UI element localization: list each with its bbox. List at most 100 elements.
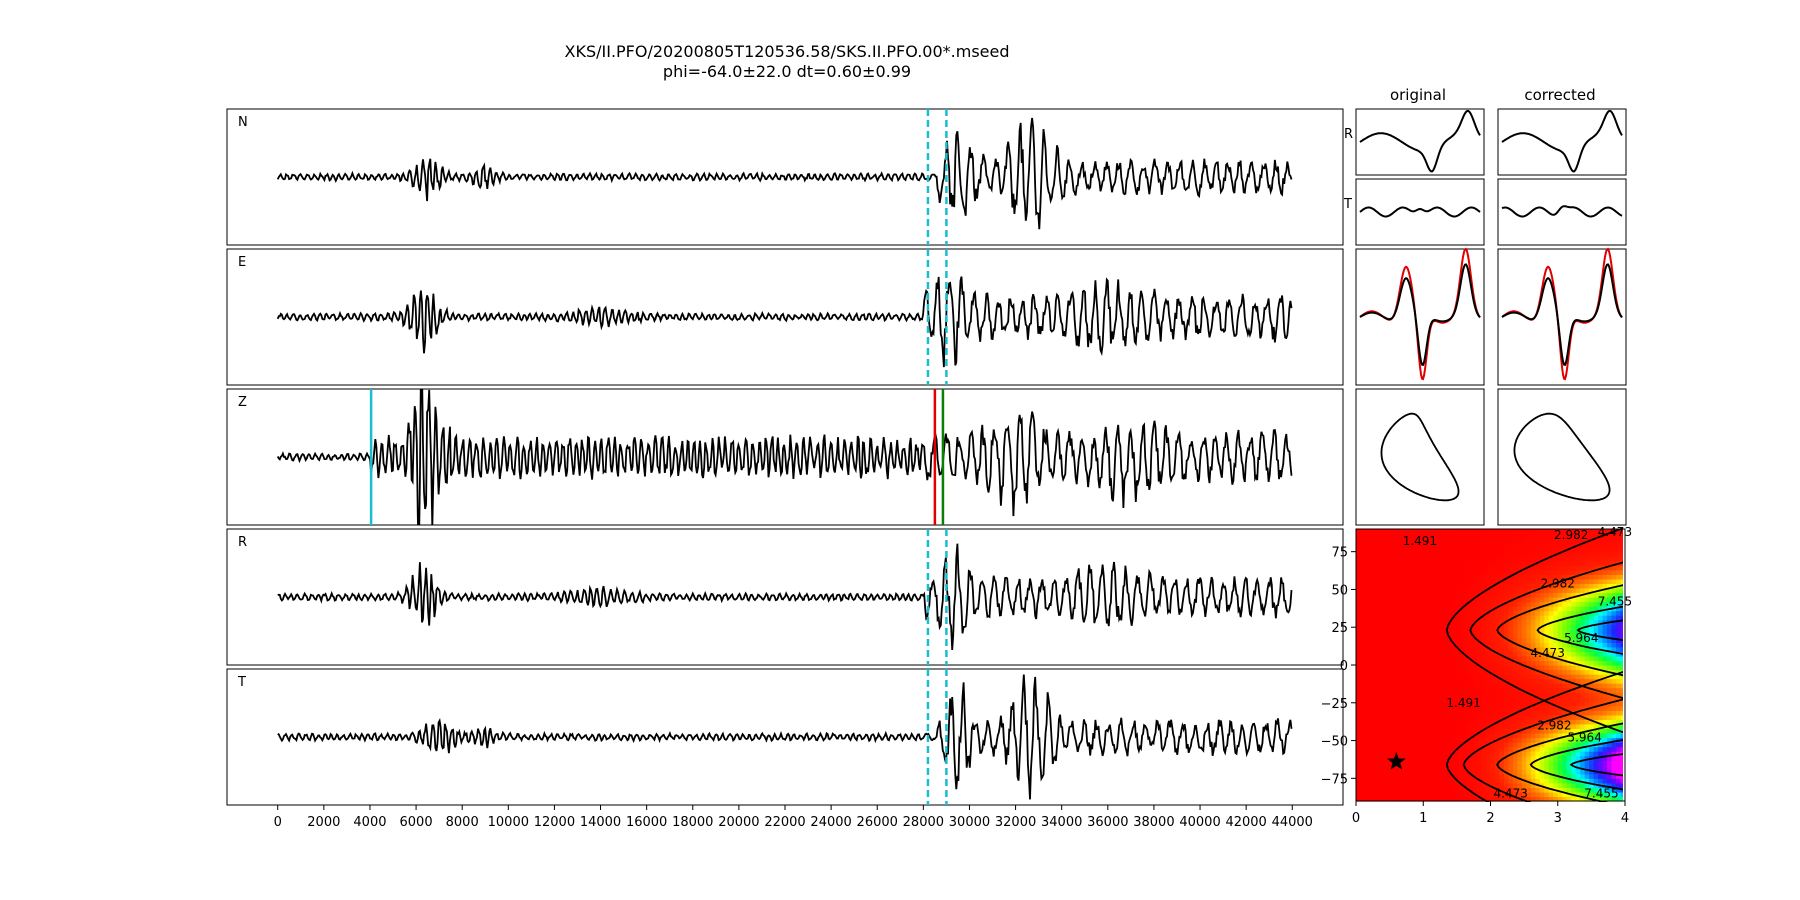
contour-label: 5.964 xyxy=(1564,631,1598,645)
x-tick-label: 24000 xyxy=(810,815,851,830)
grid-y-tick: 50 xyxy=(1331,583,1348,598)
x-tick-label: 42000 xyxy=(1225,815,1266,830)
trace-panel-r: R xyxy=(226,528,1344,666)
small-panels xyxy=(1355,108,1627,526)
grid-y-tick: −25 xyxy=(1321,697,1348,712)
small-waveform xyxy=(1501,263,1623,367)
grid-y-tick: 25 xyxy=(1331,621,1348,636)
misfit-heatmap xyxy=(1356,528,1623,802)
small-waveform xyxy=(1359,109,1481,173)
contour-line xyxy=(1536,605,1623,655)
x-tick-label: 26000 xyxy=(857,815,898,830)
contour-label: 2.982 xyxy=(1541,576,1575,590)
contour-line xyxy=(1496,722,1623,802)
grid-y-tick: −50 xyxy=(1321,735,1348,750)
x-tick-label: 8000 xyxy=(446,815,479,830)
contour-label: 7.455 xyxy=(1584,786,1618,800)
grid-x-tick: 2 xyxy=(1486,811,1494,826)
trace-label-t: T xyxy=(237,675,246,690)
grid-x-tick: 3 xyxy=(1554,811,1562,826)
trace-panel-z: Z xyxy=(226,388,1344,526)
contour-label: 2.982 xyxy=(1537,718,1571,732)
x-tick-label: 0 xyxy=(274,815,282,830)
x-tick-label: 18000 xyxy=(672,815,713,830)
x-tick-label: 30000 xyxy=(949,815,990,830)
small-panel-overlay xyxy=(1355,248,1485,386)
contour-line xyxy=(1469,561,1623,700)
x-tick-label: 16000 xyxy=(626,815,667,830)
small-panel-particle xyxy=(1497,388,1627,526)
contour-label: 5.964 xyxy=(1567,731,1601,745)
small-panel-particle xyxy=(1355,388,1485,526)
trace-label-r: R xyxy=(238,535,247,550)
grid-x-tick: 4 xyxy=(1621,811,1629,826)
x-tick-label: 32000 xyxy=(995,815,1036,830)
x-tick-label: 10000 xyxy=(488,815,529,830)
waveform-r xyxy=(277,543,1293,651)
trace-label-e: E xyxy=(238,255,246,270)
contour-label: 1.491 xyxy=(1403,534,1437,548)
waveform-t xyxy=(277,674,1293,800)
contour-line xyxy=(1529,739,1623,791)
contour-line xyxy=(1576,619,1623,642)
side-label-r: R xyxy=(1344,127,1353,142)
trace-label-n: N xyxy=(238,115,248,130)
particle-motion xyxy=(1513,412,1611,502)
x-tick-label: 44000 xyxy=(1272,815,1313,830)
x-tick-label: 22000 xyxy=(764,815,805,830)
x-tick-label: 12000 xyxy=(534,815,575,830)
grid-y-tick: −75 xyxy=(1321,772,1348,787)
x-tick-label: 36000 xyxy=(1087,815,1128,830)
grid-x-tick: 1 xyxy=(1419,811,1427,826)
contour-label: 4.473 xyxy=(1598,525,1632,539)
trace-panels: N E Z R T xyxy=(226,108,1344,806)
small-panel-overlay xyxy=(1497,248,1627,386)
col-title-corrected: corrected xyxy=(1524,86,1595,104)
contour-label: 1.491 xyxy=(1446,696,1480,710)
x-tick-label: 2000 xyxy=(307,815,340,830)
x-tick-label: 4000 xyxy=(353,815,386,830)
particle-motion xyxy=(1380,412,1460,502)
contour-label: 2.982 xyxy=(1554,528,1588,542)
grid-y-tick: 0 xyxy=(1340,659,1348,674)
trace-label-z: Z xyxy=(238,395,247,410)
figure-title-line1: XKS/II.PFO/20200805T120536.58/SKS.II.PFO… xyxy=(565,42,1010,61)
contour-label: 7.455 xyxy=(1598,595,1632,609)
contour-line xyxy=(1445,528,1623,734)
small-panel-T xyxy=(1355,178,1485,246)
trace-x-axis: 0 2000 4000 6000 8000 10000 12000 14000 16000 180… xyxy=(274,805,1313,830)
figure-title-line2: phi=-64.0±22.0 dt=0.60±0.99 xyxy=(663,62,911,81)
contour-line xyxy=(1496,584,1623,677)
x-tick-label: 14000 xyxy=(580,815,621,830)
best-fit-star xyxy=(1386,751,1406,770)
small-panel-R xyxy=(1355,108,1485,176)
x-tick-label: 20000 xyxy=(718,815,759,830)
x-tick-label: 40000 xyxy=(1179,815,1220,830)
misfit-grid-panel: 1.4912.9824.4735.9647.4551.4912.9825.964… xyxy=(1321,525,1633,826)
small-panel-T xyxy=(1497,178,1627,246)
small-waveform xyxy=(1501,109,1623,173)
contour-line xyxy=(1569,753,1623,777)
small-panel-R xyxy=(1497,108,1627,176)
grid-y-tick: 75 xyxy=(1331,546,1348,561)
x-tick-label: 28000 xyxy=(903,815,944,830)
contour-line xyxy=(1462,698,1623,802)
small-waveform xyxy=(1359,263,1481,367)
waveform-n xyxy=(276,117,1293,230)
grid-x-tick: 0 xyxy=(1352,811,1360,826)
x-tick-label: 34000 xyxy=(1041,815,1082,830)
col-title-original: original xyxy=(1390,86,1446,104)
trace-panel-t: T xyxy=(226,668,1344,806)
x-tick-label: 6000 xyxy=(400,815,433,830)
trace-panel-e: E xyxy=(226,248,1344,386)
contour-label: 4.473 xyxy=(1493,786,1527,800)
x-tick-label: 38000 xyxy=(1133,815,1174,830)
small-waveform xyxy=(1359,206,1481,218)
waveform-z xyxy=(276,389,1293,525)
side-label-t: T xyxy=(1343,197,1352,212)
waveform-e xyxy=(276,276,1293,368)
trace-panel-n: N xyxy=(226,108,1344,246)
contour-label: 4.473 xyxy=(1530,646,1564,660)
small-waveform xyxy=(1501,205,1623,218)
